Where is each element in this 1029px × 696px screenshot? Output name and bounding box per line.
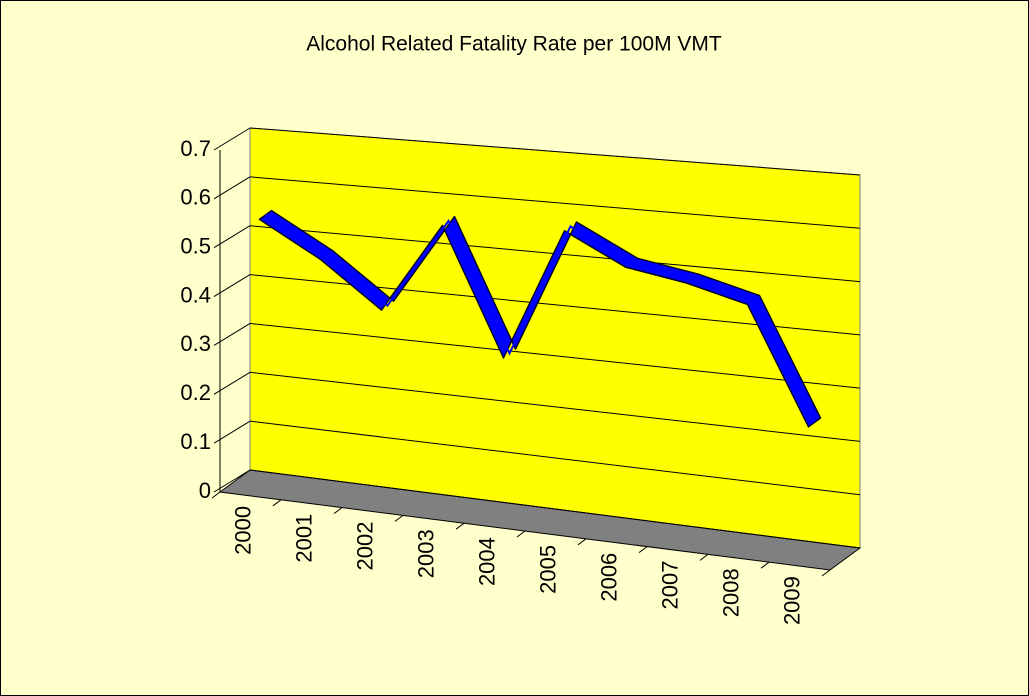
x-tick-label: 2005: [535, 545, 560, 594]
chart-title: Alcohol Related Fatality Rate per 100M V…: [306, 33, 722, 56]
x-tick: [699, 554, 709, 561]
x-tick: [516, 530, 526, 538]
x-tick-label: 2003: [413, 529, 438, 578]
x-tick-label: 2006: [596, 553, 621, 602]
x-tick-label: 2000: [230, 506, 255, 555]
x-tick: [455, 522, 465, 530]
x-tick: [333, 507, 343, 514]
x-tick: [638, 546, 648, 553]
x-tick-label: 2008: [718, 568, 743, 617]
x-tick: [272, 499, 282, 507]
x-tick: [760, 561, 770, 569]
y-tick-label: 0.5: [180, 234, 211, 259]
x-tick-label: 2007: [657, 561, 682, 610]
x-tick-label: 2009: [779, 576, 804, 625]
grid-line: [249, 176, 861, 229]
y-tick-label: 0.3: [180, 331, 211, 356]
line: [264, 214, 816, 423]
y-tick: [213, 127, 251, 151]
x-tick: [821, 569, 831, 577]
y-tick-label: 0.2: [180, 380, 211, 405]
y-tick-label: 0.1: [180, 429, 211, 454]
x-tick-label: 2004: [474, 537, 499, 586]
x-tick: [211, 491, 221, 499]
x-tick: [577, 538, 587, 546]
grid-line: [249, 127, 861, 176]
x-tick-label: 2002: [352, 522, 377, 571]
y-tick-label: 0.6: [180, 185, 211, 210]
grid-line: [249, 469, 861, 549]
y-tick-label: 0.7: [180, 136, 211, 161]
y-tick-label: 0: [199, 478, 211, 503]
grid-line: [249, 371, 861, 442]
x-tick-label: 2001: [291, 514, 316, 563]
grid-line: [249, 322, 861, 389]
ribbon: [258, 209, 822, 428]
grid-line: [249, 420, 861, 496]
x-tick: [394, 515, 404, 522]
y-tick-label: 0.4: [180, 282, 211, 307]
